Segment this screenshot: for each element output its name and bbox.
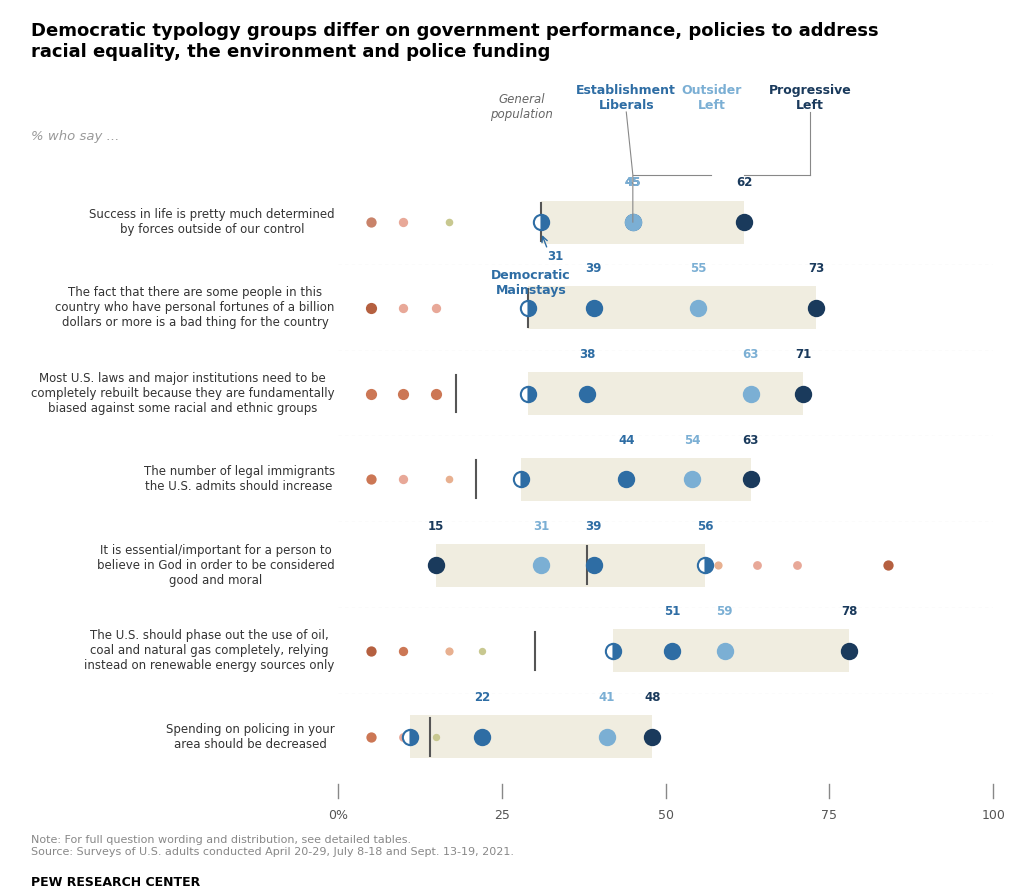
Point — [750, 558, 766, 573]
Text: 63: 63 — [742, 348, 759, 361]
Text: 38: 38 — [579, 348, 595, 361]
Point — [428, 386, 444, 401]
Text: Success in life is pretty much determined
by forces outside of our control: Success in life is pretty much determine… — [89, 208, 335, 236]
Point — [362, 215, 379, 229]
Bar — [410, 715, 652, 758]
Text: 55: 55 — [690, 263, 707, 275]
Bar — [528, 372, 803, 415]
Text: Establishment
Liberals: Establishment Liberals — [577, 84, 676, 112]
Point — [441, 215, 458, 229]
Text: 59: 59 — [717, 606, 733, 618]
Text: 31: 31 — [548, 250, 564, 263]
Point — [428, 301, 444, 315]
Point — [395, 729, 412, 744]
Text: 15: 15 — [428, 520, 444, 532]
Point — [441, 472, 458, 487]
Bar — [613, 629, 849, 672]
Text: 31: 31 — [532, 520, 549, 532]
Point — [395, 643, 412, 658]
Text: 44: 44 — [618, 434, 635, 447]
Text: The number of legal immigrants
the U.S. admits should increase: The number of legal immigrants the U.S. … — [143, 465, 335, 494]
Text: PEW RESEARCH CENTER: PEW RESEARCH CENTER — [31, 876, 200, 890]
Text: General
population: General population — [489, 93, 553, 121]
Text: 78: 78 — [841, 606, 857, 618]
Point — [441, 643, 458, 658]
Point — [881, 558, 897, 573]
Text: Note: For full question wording and distribution, see detailed tables.
Source: S: Note: For full question wording and dist… — [31, 835, 514, 857]
Point — [362, 729, 379, 744]
Bar — [436, 544, 705, 587]
Point — [474, 643, 490, 658]
Text: 0%: 0% — [328, 809, 348, 823]
Text: The fact that there are some people in this
country who have personal fortunes o: The fact that there are some people in t… — [55, 287, 335, 330]
Text: 41: 41 — [598, 691, 614, 704]
Text: 22: 22 — [474, 691, 490, 704]
Text: 45: 45 — [625, 177, 641, 189]
Point — [395, 301, 412, 315]
Text: 25: 25 — [494, 809, 510, 823]
Bar — [541, 201, 744, 244]
Text: 39: 39 — [586, 263, 602, 275]
Point — [395, 472, 412, 487]
Text: Outsider
Left: Outsider Left — [681, 84, 741, 112]
Text: 100: 100 — [981, 809, 1006, 823]
Text: 45: 45 — [625, 177, 641, 189]
Text: It is essential/important for a person to
believe in God in order to be consider: It is essential/important for a person t… — [97, 544, 335, 587]
Text: 71: 71 — [795, 348, 811, 361]
Text: Most U.S. laws and major institutions need to be
completely rebuilt because they: Most U.S. laws and major institutions ne… — [31, 372, 335, 415]
Point — [362, 386, 379, 401]
Point — [362, 472, 379, 487]
Text: The U.S. should phase out the use of oil,
coal and natural gas completely, relyi: The U.S. should phase out the use of oil… — [84, 629, 335, 672]
Text: 73: 73 — [808, 263, 824, 275]
Text: Democratic typology groups differ on government performance, policies to address: Democratic typology groups differ on gov… — [31, 22, 879, 61]
Point — [362, 643, 379, 658]
Text: Progressive
Left: Progressive Left — [768, 84, 851, 112]
Bar — [521, 458, 751, 501]
Text: 51: 51 — [664, 606, 680, 618]
Text: 54: 54 — [684, 434, 700, 447]
Point — [395, 215, 412, 229]
Text: 56: 56 — [696, 520, 713, 532]
Text: 62: 62 — [736, 177, 753, 189]
Text: 48: 48 — [644, 691, 660, 704]
Text: 50: 50 — [657, 809, 674, 823]
Point — [428, 729, 444, 744]
Text: 63: 63 — [742, 434, 759, 447]
Text: % who say ...: % who say ... — [31, 130, 119, 143]
Point — [395, 386, 412, 401]
Bar — [528, 287, 816, 330]
Text: Democratic
Mainstays: Democratic Mainstays — [492, 269, 570, 297]
Text: 39: 39 — [586, 520, 602, 532]
Point — [788, 558, 805, 573]
Text: Spending on policing in your
area should be decreased: Spending on policing in your area should… — [166, 723, 335, 751]
Point — [362, 301, 379, 315]
Point — [710, 558, 726, 573]
Text: 75: 75 — [821, 809, 838, 823]
